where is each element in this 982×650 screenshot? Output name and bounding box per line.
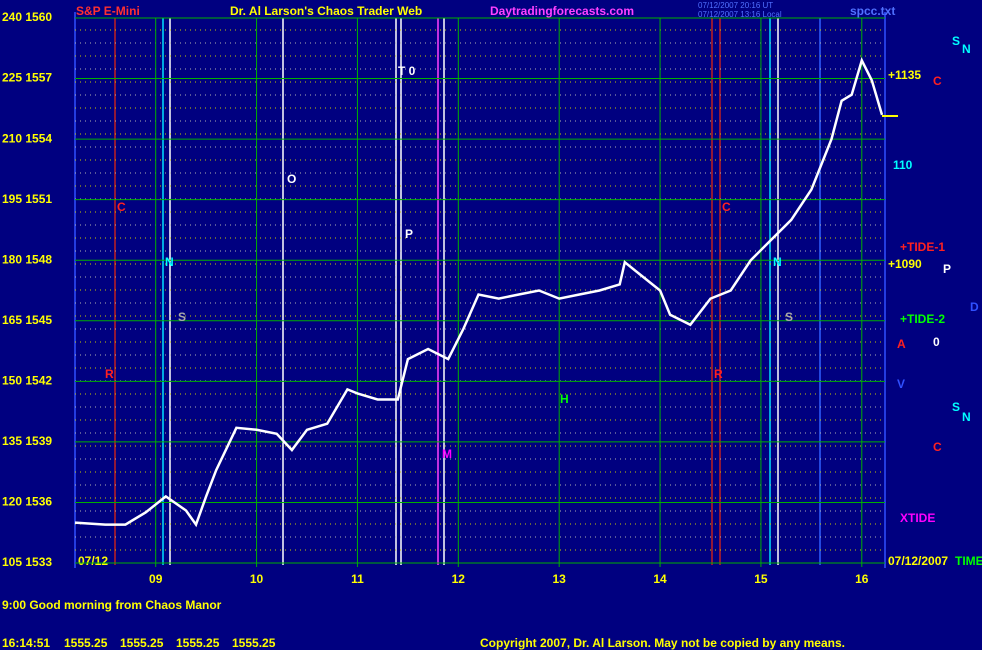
- end-date: 07/12/2007: [888, 554, 948, 568]
- timestamp: 07/12/2007 20:16 UT: [698, 1, 773, 10]
- quote-time: 16:14:51: [2, 636, 50, 650]
- annotation: S: [178, 310, 186, 324]
- annotation: TIME: [955, 554, 982, 568]
- annotation: D: [970, 300, 979, 314]
- y-tick-label: 120 1536: [2, 495, 52, 509]
- y-tick-label: 195 1551: [2, 192, 52, 206]
- x-tick-label: 16: [855, 572, 869, 586]
- x-tick-label: 09: [149, 572, 163, 586]
- annotation: +1135: [888, 68, 921, 82]
- annotation: H: [560, 392, 569, 406]
- message: 9:00 Good morning from Chaos Manor: [2, 598, 222, 612]
- dotted-lines: [75, 29, 885, 551]
- annotation: V: [897, 377, 905, 391]
- y-tick-label: 180 1548: [2, 252, 52, 266]
- y-tick-label: 210 1554: [2, 131, 52, 145]
- quote-price: 1555.25: [176, 636, 220, 650]
- annotation: +1090: [888, 257, 922, 271]
- annotation: N: [962, 410, 971, 424]
- annotation: C: [933, 440, 942, 454]
- annotation: C: [722, 200, 731, 214]
- copyright: Copyright 2007, Dr. Al Larson. May not b…: [480, 636, 845, 650]
- website: Daytradingforecasts.com: [490, 4, 634, 18]
- annotation: +TIDE-1: [900, 240, 945, 254]
- annotation: R: [714, 367, 723, 381]
- price-line: [74, 57, 884, 528]
- timestamp: 07/12/2007 13:16 Local: [698, 10, 782, 19]
- annotation: M: [442, 447, 452, 461]
- y-tick-label: 240 1560: [2, 10, 52, 24]
- annotation: C: [117, 200, 126, 214]
- x-tick-label: 15: [754, 572, 768, 586]
- annotation: O: [287, 172, 296, 186]
- annotation: S: [952, 34, 960, 48]
- annotation: N: [773, 255, 782, 269]
- quote-price: 1555.25: [120, 636, 164, 650]
- y-tick-label: 225 1557: [2, 71, 52, 85]
- instrument: S&P E-Mini: [76, 4, 140, 18]
- annotation: P: [405, 227, 413, 241]
- annotation: C: [933, 74, 942, 88]
- annotation: S: [952, 400, 960, 414]
- file-name: spcc.txt: [850, 4, 895, 18]
- annotation: XTIDE: [900, 511, 935, 525]
- annotation: 0: [933, 335, 940, 349]
- chart-title: Dr. Al Larson's Chaos Trader Web: [230, 4, 422, 18]
- annotation: N: [165, 255, 174, 269]
- x-tick-label: 14: [653, 572, 667, 586]
- x-tick-label: 10: [250, 572, 264, 586]
- x-tick-label: 11: [351, 572, 364, 586]
- quote-price: 1555.25: [64, 636, 108, 650]
- start-date: 07/12: [78, 554, 108, 568]
- annotation: N: [962, 42, 971, 56]
- annotation: 110: [893, 158, 913, 172]
- x-tick-label: 12: [452, 572, 466, 586]
- y-tick-label: 105 1533: [2, 555, 52, 569]
- annotation: +TIDE-2: [900, 312, 945, 326]
- annotation: R: [105, 367, 114, 381]
- annotation: A: [897, 337, 906, 351]
- annotation: S: [785, 310, 793, 324]
- annotation: P: [943, 262, 951, 276]
- y-tick-label: 135 1539: [2, 434, 52, 448]
- y-tick-label: 150 1542: [2, 374, 52, 388]
- annotation: T 0: [398, 64, 416, 78]
- y-tick-label: 165 1545: [2, 313, 52, 327]
- quote-price: 1555.25: [232, 636, 276, 650]
- x-tick-label: 13: [553, 572, 567, 586]
